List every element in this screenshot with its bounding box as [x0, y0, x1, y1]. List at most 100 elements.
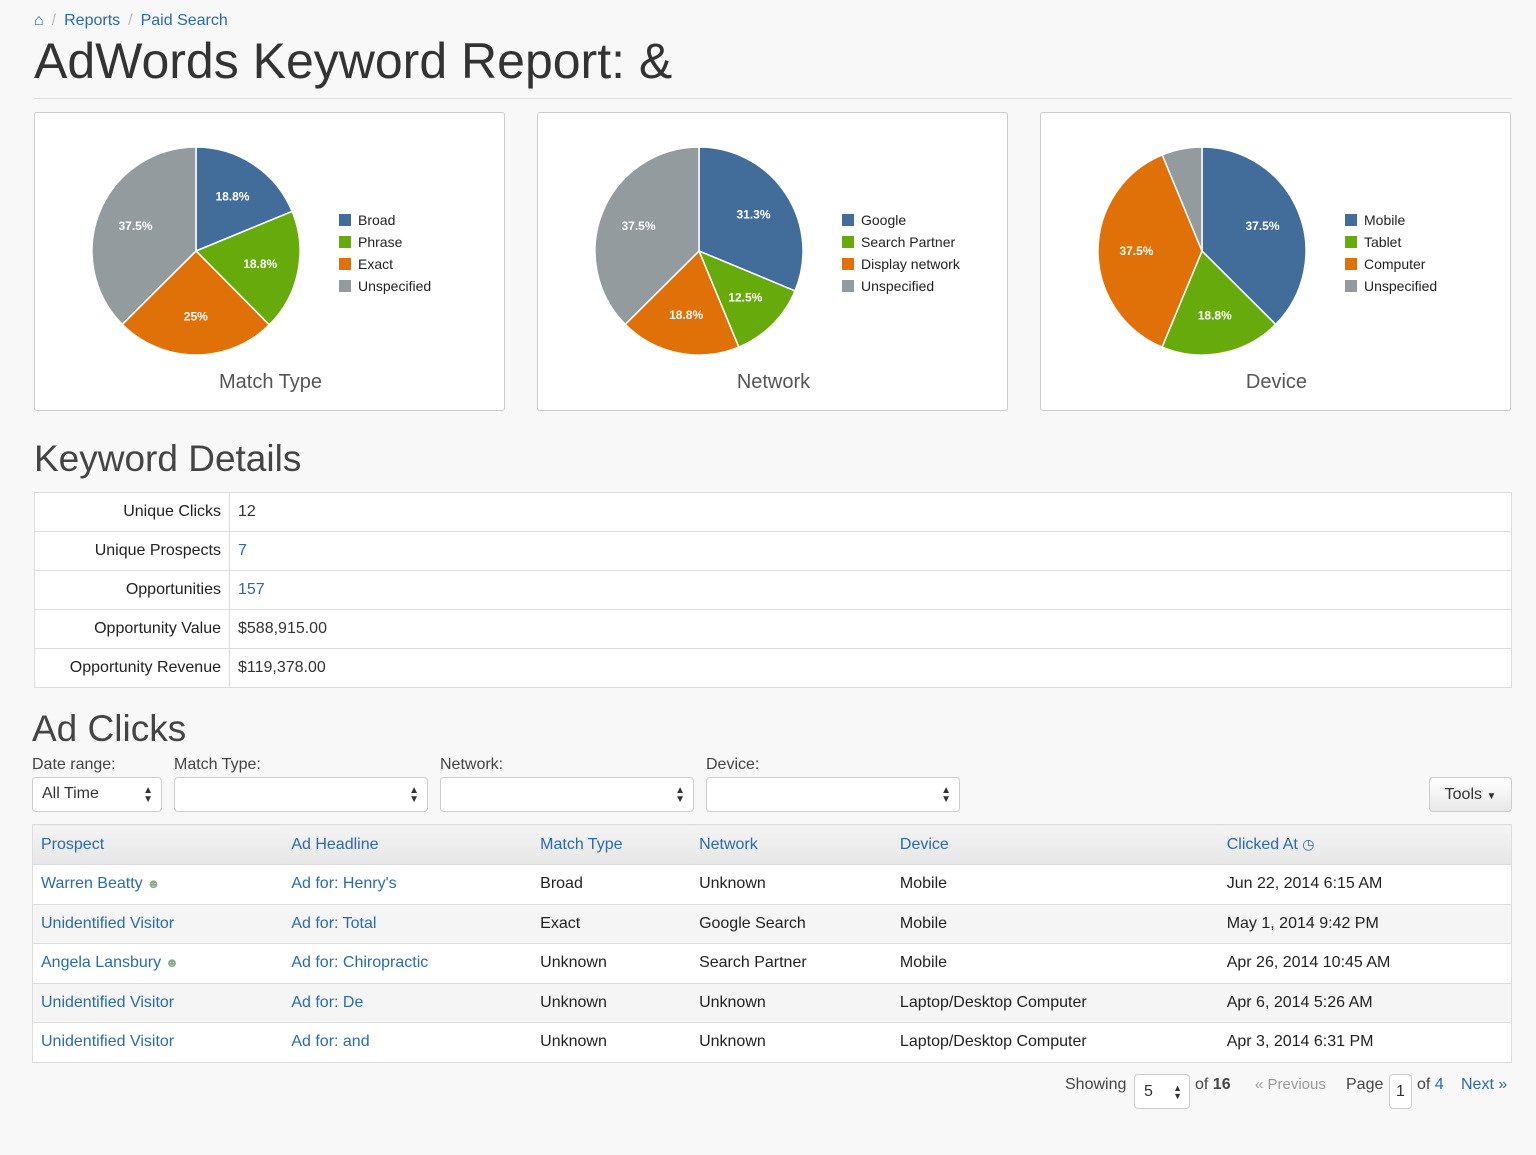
- breadcrumb-paid-search[interactable]: Paid Search: [140, 12, 228, 29]
- per-page-select[interactable]: 5 ▲ ▼: [1134, 1074, 1190, 1109]
- breadcrumb-reports[interactable]: Reports: [64, 12, 121, 29]
- column-header[interactable]: Clicked At ◷: [1218, 824, 1512, 865]
- date-range-select[interactable]: All Time ▲ ▼: [32, 777, 162, 812]
- pie-slice-unspecified[interactable]: [1161, 146, 1203, 252]
- total-value: 16: [1212, 1076, 1231, 1093]
- home-icon[interactable]: ⌂: [34, 12, 44, 29]
- pie-slice-mobile[interactable]: [1201, 146, 1307, 326]
- slice-label: 18.8%: [1198, 308, 1232, 322]
- detail-value[interactable]: 157: [229, 570, 1512, 610]
- legend-swatch: [339, 236, 351, 248]
- legend-label: Display network: [861, 256, 960, 272]
- network-select[interactable]: ▲ ▼: [440, 777, 694, 812]
- detail-label: Unique Clicks: [34, 492, 230, 532]
- slice-label: 18.8%: [243, 257, 277, 271]
- page-input[interactable]: 1: [1389, 1074, 1412, 1109]
- ad-clicks-table: Prospect Ad Headline Match Type Network Devi…: [32, 824, 1512, 1063]
- legend-item: Unspecified: [842, 275, 960, 297]
- legend-swatch: [1345, 214, 1357, 226]
- person-icon: ☻: [165, 955, 179, 971]
- breadcrumb: ⌂ / Reports / Paid Search: [34, 12, 228, 29]
- pie-slice-search-partner[interactable]: [697, 249, 797, 349]
- prospect-link[interactable]: Unidentified Visitor: [41, 993, 175, 1011]
- legend-item: Mobile: [1345, 209, 1437, 231]
- pie-chart: 37.5% 18.8% 37.5%: [1097, 146, 1307, 356]
- legend-item: Google: [842, 209, 960, 231]
- slice-label: 18.8%: [215, 190, 249, 204]
- headline-cell: Ad for: Chiropractic: [283, 943, 533, 983]
- column-header[interactable]: Ad Headline: [283, 824, 533, 865]
- network-cell: Unknown: [691, 864, 892, 904]
- prospect-cell: Unidentified Visitor: [32, 982, 284, 1023]
- headline-link[interactable]: Ad for: and: [291, 1033, 370, 1051]
- legend-swatch: [339, 280, 351, 292]
- legend-label: Google: [861, 212, 907, 228]
- headline-cell: Ad for: Total: [283, 903, 533, 944]
- pie-slice-unspecified[interactable]: [594, 146, 700, 326]
- next-link[interactable]: Next »: [1461, 1076, 1508, 1093]
- legend-item: Search Partner: [842, 231, 960, 253]
- headline-link[interactable]: Ad for: Henry's: [291, 875, 397, 893]
- legend-swatch: [1345, 258, 1357, 270]
- detail-value[interactable]: 7: [229, 531, 1512, 571]
- match-type-select[interactable]: ▲ ▼: [174, 777, 428, 812]
- legend-label: Computer: [1364, 256, 1426, 272]
- chart-title: Match Type: [218, 371, 323, 393]
- pie-slice-tablet[interactable]: [1161, 249, 1277, 356]
- headline-link[interactable]: Ad for: De: [291, 993, 364, 1011]
- legend-item: Computer: [1345, 253, 1437, 275]
- column-header[interactable]: Device: [891, 824, 1219, 865]
- prospect-link[interactable]: Unidentified Visitor: [41, 1033, 175, 1051]
- select-arrows-icon: ▲ ▼: [675, 785, 685, 805]
- match-type-cell: Exact: [532, 903, 692, 944]
- column-header[interactable]: Network: [691, 824, 892, 865]
- prospect-link[interactable]: Warren Beatty: [41, 875, 143, 893]
- page-title: AdWords Keyword Report: &: [34, 33, 673, 89]
- headline-link[interactable]: Ad for: Total: [291, 914, 377, 932]
- slice-label: 37.5%: [118, 219, 152, 233]
- page-count: of 4: [1417, 1076, 1444, 1094]
- pie-slice-broad[interactable]: [195, 146, 294, 253]
- table-row: Angela Lansbury ☻ Ad for: Chiropractic Un…: [32, 943, 1512, 983]
- prospect-cell: Angela Lansbury ☻: [32, 943, 284, 983]
- network-cell: Unknown: [691, 982, 892, 1023]
- legend-label: Unspecified: [358, 278, 432, 294]
- chart-title: Network: [736, 371, 811, 393]
- chart-legend: Broad Phrase Exact Unspecified: [339, 209, 431, 297]
- legend-item: Exact: [339, 253, 431, 275]
- prospect-link[interactable]: Unidentified Visitor: [41, 914, 175, 932]
- network-cell: Unknown: [691, 1022, 892, 1062]
- pie-slice-display-network[interactable]: [624, 249, 740, 356]
- chart-panel-match-type: 18.8% 18.8% 25% 37.5% Broad Phrase Exact Unspec…: [34, 112, 505, 411]
- headline-link[interactable]: Ad for: Chiropractic: [291, 954, 429, 972]
- chart-panel-device: 37.5% 18.8% 37.5% Mobile Tablet Computer Unspe…: [1040, 112, 1511, 411]
- chart-legend: Mobile Tablet Computer Unspecified: [1345, 209, 1437, 297]
- detail-row: Unique Prospects 7: [34, 531, 1512, 571]
- pie-slice-google[interactable]: [698, 146, 804, 292]
- pie-slice-phrase[interactable]: [194, 210, 301, 326]
- pie-slice-exact[interactable]: [121, 249, 271, 356]
- pie-slice-computer[interactable]: [1097, 153, 1203, 349]
- caret-down-icon: ▼: [1486, 791, 1497, 802]
- keyword-details-table: Unique Clicks 12 Unique Prospects 7 Opportun…: [34, 492, 1512, 688]
- slice-label: 37.5%: [621, 219, 655, 233]
- column-header[interactable]: Prospect: [32, 824, 284, 865]
- clicked-at-cell: Jun 22, 2014 6:15 AM: [1218, 864, 1512, 904]
- last-page-link[interactable]: 4: [1434, 1076, 1444, 1093]
- column-header[interactable]: Match Type: [532, 824, 692, 865]
- legend-swatch: [842, 280, 854, 292]
- sort-clock-icon: ◷: [1302, 835, 1315, 852]
- prospect-cell: Warren Beatty ☻: [32, 864, 284, 904]
- detail-value: 12: [229, 492, 1512, 532]
- legend-swatch: [1345, 236, 1357, 248]
- legend-swatch: [339, 214, 351, 226]
- tools-dropdown-button[interactable]: Tools ▼: [1429, 777, 1512, 812]
- prospect-cell: Unidentified Visitor: [32, 903, 284, 944]
- prospect-link[interactable]: Angela Lansbury: [41, 954, 162, 972]
- slice-label: 25%: [184, 310, 208, 324]
- previous-link[interactable]: « Previous: [1255, 1076, 1326, 1093]
- device-cell: Laptop/Desktop Computer: [891, 982, 1219, 1023]
- detail-row: Opportunities 157: [34, 570, 1512, 610]
- device-select[interactable]: ▲ ▼: [706, 777, 960, 812]
- pie-slice-unspecified[interactable]: [91, 146, 197, 326]
